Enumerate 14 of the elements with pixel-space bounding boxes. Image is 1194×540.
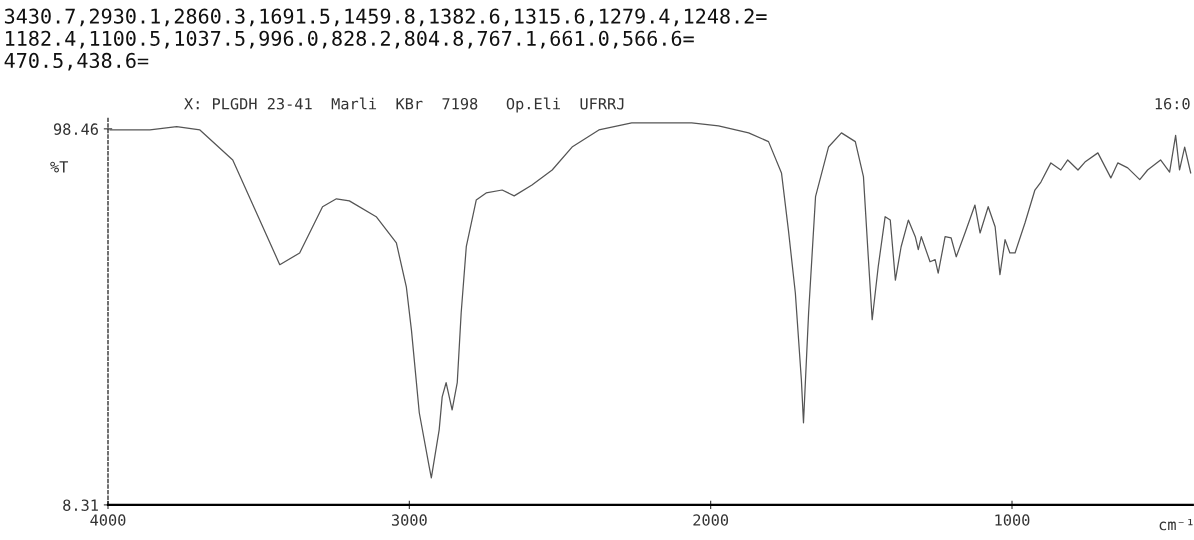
x-tick-label: 3000 (391, 514, 427, 526)
y-tick-label: 8.31 (63, 499, 98, 511)
y-axis-title: %T (50, 161, 69, 173)
x-tick-label: 2000 (693, 514, 729, 526)
x-tick-label: 1000 (995, 514, 1030, 526)
text: 470.5,438.6= (4, 52, 149, 71)
text: 3430.7,2930.1,2860.3,1691.5,1459.8,1382.6,1315.6,1279.4,1248.2= (4, 8, 767, 27)
x-tick-label: 4000 (90, 514, 126, 526)
x-axis-title: cm⁻¹ (1159, 518, 1193, 531)
text: 16:0 (1155, 97, 1190, 110)
text: 1182.4,1100.5,1037.5,996.0,828.2,804.8,767.1,661.0,566.6= (6, 30, 694, 49)
chart-title: X: PLGDH 23-41 Marli KBr 7198 Op.Eli UFRRJ (184, 97, 624, 113)
y-tick-label: 98.46 (53, 123, 98, 135)
line-series (109, 122, 1192, 479)
